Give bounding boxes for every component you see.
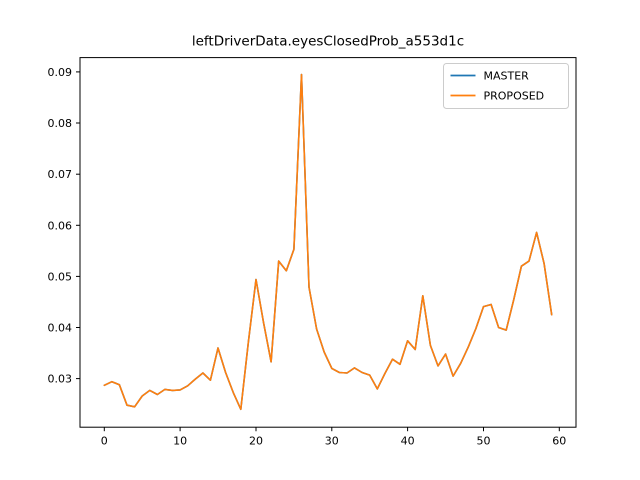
y-tick-label: 0.07 [48, 168, 73, 181]
y-tick-label: 0.06 [48, 219, 73, 232]
x-tick-label: 50 [477, 435, 491, 448]
x-tick-label: 40 [401, 435, 415, 448]
x-tick-label: 0 [101, 435, 108, 448]
series-lines [103, 73, 553, 411]
y-tick-label: 0.08 [48, 117, 73, 130]
x-tick-label: 10 [173, 435, 187, 448]
chart-title: leftDriverData.eyesClosedProb_a553d1c [192, 34, 464, 50]
y-tick-label: 0.03 [48, 373, 73, 386]
y-axis-ticks: 0.03 0.04 0.05 0.06 0.07 0.08 0.09 [48, 66, 80, 386]
x-tick-label: 60 [552, 435, 566, 448]
y-tick-label: 0.04 [48, 322, 73, 335]
series-proposed-line [103, 73, 553, 411]
x-tick-label: 30 [325, 435, 339, 448]
x-axis-ticks: 0 10 20 30 40 50 60 [101, 427, 566, 448]
plot-area-border [79, 57, 577, 428]
x-tick-label: 20 [249, 435, 263, 448]
legend-master-label: MASTER [484, 70, 530, 83]
y-tick-label: 0.05 [48, 270, 73, 283]
y-tick-label: 0.09 [48, 66, 73, 79]
legend-proposed-label: PROPOSED [484, 90, 545, 103]
legend: MASTER PROPOSED [443, 63, 569, 109]
